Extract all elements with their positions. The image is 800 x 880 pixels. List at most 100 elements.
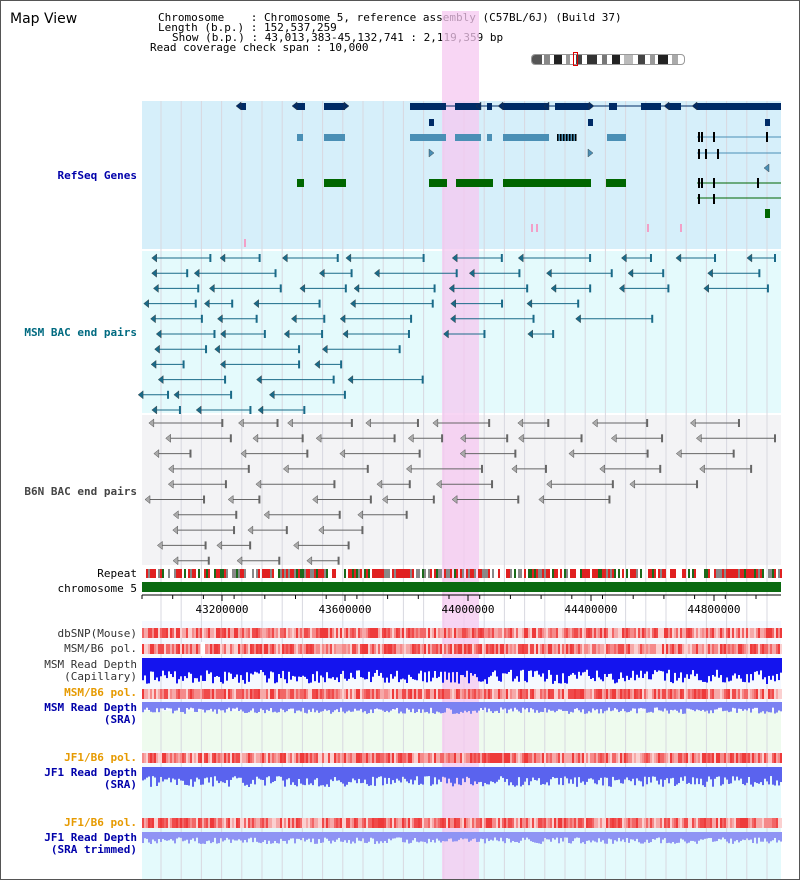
- msm-capillary-depth-bar: [622, 658, 624, 678]
- jf1-pol-heat-cell: [342, 753, 344, 763]
- msm-sra-pol-heat-cell: [568, 689, 570, 699]
- msm-sra-pol-heat-cell: [594, 689, 596, 699]
- msm-sra-depth-bar: [540, 702, 542, 712]
- repeat-segment: [242, 569, 244, 578]
- msm-sra-depth-bar: [724, 702, 726, 711]
- msm-sra-pol-heat-cell: [146, 689, 148, 699]
- repeat-segment: [410, 569, 412, 578]
- dbsnp-heat-cell: [344, 628, 346, 638]
- msm-pol-heat-cell: [280, 644, 282, 654]
- msm-pol-heat-cell: [444, 644, 446, 654]
- msm-capillary-depth-bar: [440, 658, 442, 672]
- repeat-segment: [728, 569, 730, 578]
- msm-pol-heat-cell: [692, 644, 694, 654]
- jf1-trim-depth-bar: [374, 832, 376, 844]
- msm-sra-depth-bar: [698, 702, 700, 711]
- msm-capillary-depth-bar: [306, 658, 308, 679]
- gene-exon: [324, 179, 346, 187]
- msm-capillary-depth-bar: [224, 658, 226, 672]
- jf1-trim-depth-bar: [428, 832, 430, 839]
- msm-sra-pol-heat-cell: [504, 689, 506, 699]
- jf1-pol-heat-cell: [252, 753, 254, 763]
- msm-capillary-depth-bar: [430, 658, 432, 682]
- msm-sra-pol-heat-cell: [288, 689, 290, 699]
- jf1-pol-heat-cell: [230, 753, 232, 763]
- msm-sra-pol-heat-cell: [318, 689, 320, 699]
- repeat-segment: [486, 569, 488, 578]
- repeat-segment: [418, 569, 420, 578]
- msm-capillary-depth-bar: [244, 658, 246, 684]
- dbsnp-heat-cell: [714, 628, 716, 638]
- msm-sra-depth-bar: [432, 702, 434, 714]
- jf1-trim-pol-heat-cell: [348, 818, 350, 828]
- dbsnp-heat-cell: [618, 628, 620, 638]
- jf1-trim-pol-heat-cell: [576, 818, 578, 828]
- msm-sra-pol-heat-cell: [390, 689, 392, 699]
- jf1-sra-depth-bar: [558, 767, 560, 785]
- bac-end-arrow: [675, 449, 682, 459]
- jf1-sra-depth-bar: [364, 767, 366, 780]
- dbsnp-heat-cell: [634, 628, 636, 638]
- msm-sra-depth-bar: [490, 702, 492, 712]
- msm-sra-pol-heat-cell: [346, 689, 348, 699]
- jf1-trim-depth-bar: [726, 832, 728, 842]
- repeat-segment: [216, 569, 218, 578]
- msm-pol-heat-cell: [416, 644, 418, 654]
- jf1-trim-pol-heat-cell: [584, 818, 586, 828]
- msm-capillary-depth-bar: [436, 658, 438, 679]
- msm-pol-heat-cell: [414, 644, 416, 654]
- ideogram-position-marker[interactable]: [573, 52, 578, 66]
- jf1-sra-depth-bar: [356, 767, 358, 784]
- repeat-segment: [360, 569, 362, 578]
- jf1-trim-pol-heat-cell: [632, 818, 634, 828]
- msm-pol-heat-cell: [284, 644, 286, 654]
- jf1-sra-depth-bar: [726, 767, 728, 780]
- msm-pol-heat-cell: [580, 644, 582, 654]
- msm-sra-depth-bar: [714, 702, 716, 710]
- bac-end-tick: [506, 434, 509, 443]
- dbsnp-heat-cell: [726, 628, 728, 638]
- msm-sra-pol-heat-cell: [642, 689, 644, 699]
- msm-sra-depth-bar: [384, 702, 386, 712]
- jf1-trim-depth-bar: [538, 832, 540, 844]
- msm-capillary-depth-bar: [206, 658, 208, 671]
- jf1-trim-depth-bar: [754, 832, 756, 838]
- dbsnp-heat-cell: [336, 628, 338, 638]
- msm-sra-depth-bar: [288, 702, 290, 710]
- jf1-pol-heat-cell: [582, 753, 584, 763]
- chromosome-ideogram[interactable]: [531, 54, 685, 65]
- jf1-trim-pol-heat-cell: [706, 818, 708, 828]
- jf1-trim-depth-bar: [618, 832, 620, 838]
- jf1-trim-pol-heat-cell: [518, 818, 520, 828]
- jf1-pol-heat-cell: [390, 753, 392, 763]
- msm-sra-depth-bar: [616, 702, 618, 710]
- jf1-pol-heat-cell: [194, 753, 196, 763]
- jf1-pol-heat-cell: [708, 753, 710, 763]
- msm-capillary-depth-bar: [142, 658, 144, 681]
- jf1-sra-depth-bar: [696, 767, 698, 779]
- jf1-pol-heat-cell: [596, 753, 598, 763]
- msm-sra-pol-heat-cell: [750, 689, 752, 699]
- jf1-pol-heat-cell: [186, 753, 188, 763]
- jf1-pol-heat-cell: [748, 753, 750, 763]
- jf1-trim-pol-heat-cell: [328, 818, 330, 828]
- repeat-segment: [400, 569, 402, 578]
- repeat-segment: [508, 569, 510, 578]
- msm-sra-depth-bar: [688, 702, 690, 709]
- msm-sra-pol-heat-cell: [280, 689, 282, 699]
- jf1-trim-depth-bar: [562, 832, 564, 842]
- jf1-pol-heat-cell: [288, 753, 290, 763]
- msm-pol-heat-cell: [210, 644, 212, 654]
- dbsnp-heat-cell: [314, 628, 316, 638]
- bac-end-arrow: [376, 479, 383, 489]
- msm-sra-depth-bar: [142, 702, 144, 713]
- msm-capillary-depth-bar: [702, 658, 704, 682]
- dbsnp-heat-cell: [590, 628, 592, 638]
- jf1-sra-depth-bar: [340, 767, 342, 783]
- dbsnp-heat-cell: [734, 628, 736, 638]
- jf1-sra-depth-bar: [700, 767, 702, 779]
- msm-sra-pol-heat-cell: [314, 689, 316, 699]
- bac-end-tick: [247, 464, 250, 473]
- msm-capillary-depth-bar: [300, 658, 302, 677]
- dbsnp-heat-cell: [516, 628, 518, 638]
